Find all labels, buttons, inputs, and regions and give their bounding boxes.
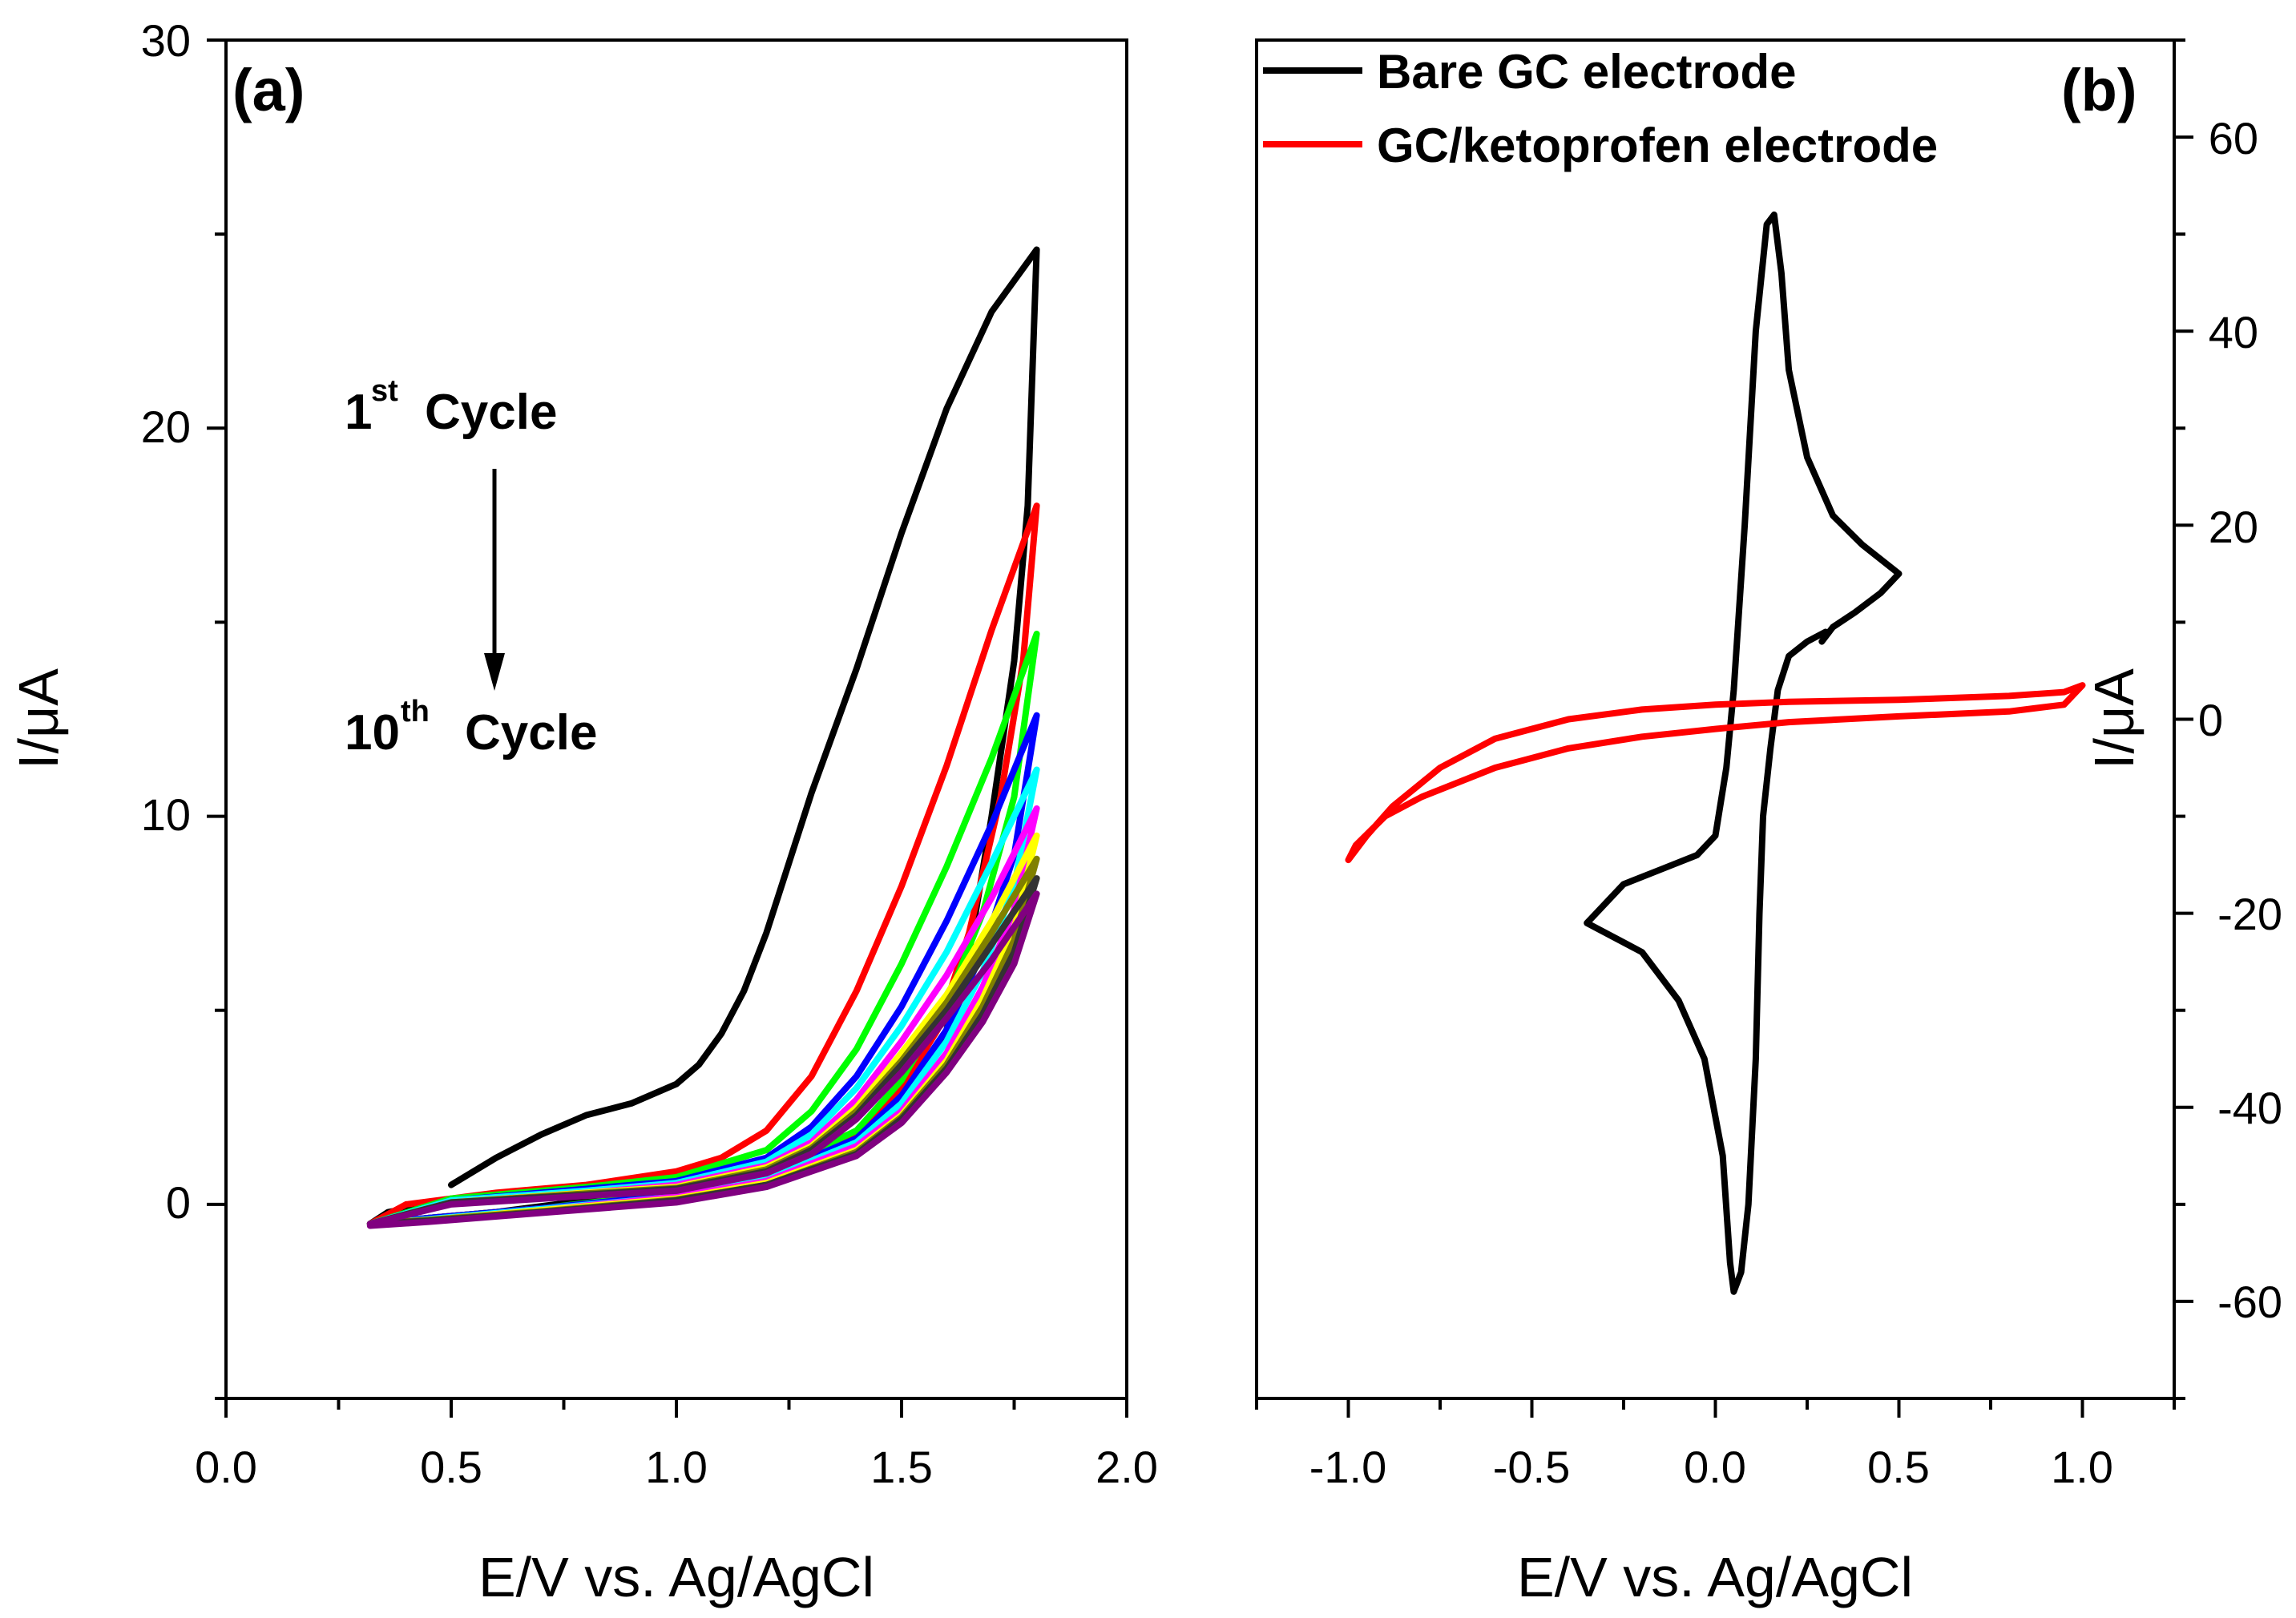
panel-b-x-axis-label: E/V vs. Ag/AgCl <box>1517 1546 1913 1608</box>
tenth-cycle-number: 10 <box>345 705 400 761</box>
panel-a-ticks <box>207 38 1128 1418</box>
first-cycle-number: 1 <box>345 385 372 440</box>
panel-b-xtick-label: -1.0 <box>1309 1442 1387 1492</box>
panel-a-ytick-label: 20 <box>141 401 191 452</box>
first-cycle-label: Cycle <box>425 385 557 440</box>
panel-b-ticks <box>1255 38 2193 1418</box>
panel-b-xtick-label: -0.5 <box>1493 1442 1571 1492</box>
panel-b-series-bare-gc-electrode <box>1584 211 1903 1295</box>
panel-b-ytick-label: -60 <box>2217 1277 2282 1327</box>
legend: Bare GC electrode GC/ketoprofen electrod… <box>1263 45 1938 172</box>
tenth-cycle-label: Cycle <box>465 705 597 761</box>
panel-a-xtick-label: 1.0 <box>645 1442 708 1492</box>
panel-b-xtick-label: 0.5 <box>1867 1442 1930 1492</box>
legend-label-bare-gc: Bare GC electrode <box>1377 45 1797 99</box>
panel-b-ytick-label: 40 <box>2209 307 2258 357</box>
panel-a-y-axis-label: I/μA <box>7 668 70 769</box>
panel-a-series-cycle-2 <box>366 502 1040 1228</box>
panel-b-plot-frame <box>1255 38 2176 1400</box>
panel-a-series-cycle-5 <box>366 766 1040 1228</box>
panel-b: -1.0 -0.5 0.0 0.5 1.0 -60 -40 -20 0 20 4… <box>1255 38 2282 1608</box>
panel-b-ytick-label: 60 <box>2209 113 2258 163</box>
panel-a-ytick-label: 10 <box>141 789 191 840</box>
panel-b-xtick-label: 0.0 <box>1684 1442 1746 1492</box>
panel-b-ytick-label: 20 <box>2209 502 2258 552</box>
panel-a-xtick-label: 0.0 <box>195 1442 257 1492</box>
first-cycle-superscript: st <box>371 374 398 408</box>
panel-a-ytick-label: 0 <box>166 1177 191 1228</box>
legend-label-gc-ketoprofen: GC/ketoprofen electrode <box>1377 119 1938 172</box>
cycle-annotation: 1 st Cycle 10 th Cycle <box>345 374 597 761</box>
cycle-arrow-head <box>484 653 505 691</box>
panel-b-ytick-label: 0 <box>2198 695 2223 745</box>
panel-b-xtick-label: 1.0 <box>2051 1442 2113 1492</box>
panel-b-curves <box>1345 211 2086 1295</box>
panel-a-xtick-label: 1.5 <box>870 1442 933 1492</box>
panel-a: 0.0 0.5 1.0 1.5 2.0 0 10 20 30 E/V vs. A… <box>7 15 1158 1608</box>
panel-b-y-axis-label: I/μA <box>2083 668 2145 769</box>
panel-a-xtick-label: 0.5 <box>420 1442 482 1492</box>
panel-b-ytick-label: -40 <box>2217 1083 2282 1133</box>
panel-a-label: (a) <box>232 57 305 123</box>
panel-a-x-axis-label: E/V vs. Ag/AgCl <box>478 1546 874 1608</box>
panel-a-xtick-label: 2.0 <box>1096 1442 1158 1492</box>
panel-b-label: (b) <box>2061 57 2137 123</box>
panel-b-series-gc-ketoprofen-electrode <box>1345 682 2086 864</box>
panel-a-series-cycle-10 <box>366 890 1040 1229</box>
panel-b-ytick-label: -20 <box>2217 889 2282 939</box>
panel-a-curves <box>366 246 1040 1229</box>
tenth-cycle-superscript: th <box>401 695 430 728</box>
panel-a-ytick-label: 30 <box>141 15 191 66</box>
